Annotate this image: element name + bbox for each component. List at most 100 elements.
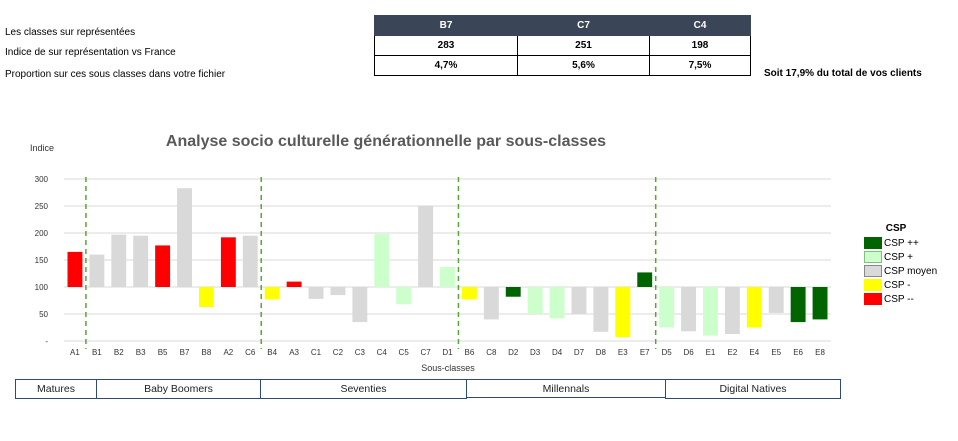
bar-D3 — [527, 287, 543, 314]
bar-B3 — [133, 235, 149, 287]
x-tick-label: B5 — [158, 348, 168, 357]
x-tick-label: C1 — [311, 348, 322, 357]
bar-B4 — [264, 287, 280, 300]
bar-D8 — [593, 287, 609, 332]
bar-E5 — [768, 287, 784, 313]
chart-title: Analyse socio culturelle générationnelle… — [166, 133, 606, 150]
bar-D6 — [681, 287, 697, 332]
generation-matures: Matures — [15, 379, 97, 399]
x-tick-label: B1 — [92, 348, 102, 357]
legend-item: CSP -- — [864, 292, 937, 306]
row-label-classes: Les classes sur représentées — [5, 27, 136, 38]
x-tick-label: A3 — [289, 348, 299, 357]
indice-cell: 283 — [374, 35, 518, 56]
bar-E6 — [790, 287, 806, 323]
x-tick-label: B7 — [180, 348, 190, 357]
indice-cell: 251 — [517, 35, 650, 56]
x-tick-label: D5 — [662, 348, 673, 357]
x-tick-label: E1 — [706, 348, 716, 357]
bar-C2 — [330, 287, 346, 296]
generation-baby-boomers: Baby Boomers — [96, 379, 261, 399]
legend-item: CSP - — [864, 278, 937, 292]
x-tick-label: B8 — [202, 348, 212, 357]
generation-seventies: Seventies — [260, 379, 467, 399]
x-tick-label: B4 — [267, 348, 277, 357]
bar-C1 — [308, 287, 324, 299]
x-tick-label: D6 — [683, 348, 694, 357]
y-tick-label: 200 — [35, 229, 49, 238]
proportion-cell: 5,6% — [517, 55, 650, 76]
y-axis-label: Indice — [30, 143, 54, 153]
y-tick-labels: - 50 100 150 200 250 300 — [35, 175, 49, 346]
legend-swatch — [864, 251, 882, 263]
legend-label: CSP moyen — [884, 265, 938, 277]
legend-label: CSP -- — [884, 293, 914, 305]
x-tick-label: C4 — [377, 348, 388, 357]
bar-A1 — [67, 251, 83, 287]
chart-legend: CSP CSP ++ CSP + CSP moyen CSP - CSP -- — [864, 223, 937, 306]
column-header: C4 — [649, 15, 751, 36]
legend-item: CSP moyen — [864, 264, 937, 278]
bar-D4 — [549, 287, 565, 319]
generation-millennals: Millennals — [466, 379, 666, 398]
bar-A2 — [220, 237, 236, 287]
legend-title: CSP — [885, 223, 907, 234]
bar-C6 — [242, 235, 258, 287]
bar-D5 — [659, 287, 675, 328]
bar-B5 — [155, 245, 171, 287]
bar-D1 — [440, 267, 455, 287]
y-tick-label: 100 — [35, 283, 49, 292]
x-tick-label: D7 — [574, 348, 585, 357]
bar-E2 — [724, 287, 740, 334]
legend-swatch — [864, 293, 882, 305]
bar-E1 — [703, 287, 718, 336]
generation-digital-natives: Digital Natives — [665, 379, 841, 399]
bar-D2 — [505, 287, 521, 297]
column-header: C7 — [517, 15, 650, 36]
x-axis-label: Sous-classes — [421, 363, 475, 373]
x-tick-label: E7 — [640, 348, 650, 357]
legend-label: CSP - — [884, 279, 911, 291]
bar-C8 — [483, 287, 499, 320]
column-header: B7 — [374, 15, 518, 36]
x-tick-label: E4 — [749, 348, 759, 357]
bar-C4 — [374, 234, 390, 287]
x-tick-label: C6 — [245, 348, 256, 357]
x-tick-label: E3 — [618, 348, 628, 357]
y-tick-label: 50 — [39, 310, 48, 319]
y-tick-label: 250 — [35, 202, 49, 211]
proportion-cell: 4,7% — [374, 55, 518, 76]
row-label-proportion: Proportion sur ces sous classes dans vot… — [5, 69, 226, 80]
x-tick-label: C3 — [355, 348, 366, 357]
y-tick-label: 300 — [35, 175, 49, 184]
x-tick-label: D2 — [508, 348, 519, 357]
bar-B1 — [89, 254, 105, 287]
x-tick-label: B2 — [114, 348, 124, 357]
y-tick-label: 150 — [35, 256, 49, 265]
x-tick-label: E5 — [771, 348, 781, 357]
bar-C7 — [418, 205, 434, 287]
legend-swatch — [864, 265, 882, 277]
x-tick-label: C5 — [399, 348, 410, 357]
x-tick-label: C8 — [486, 348, 497, 357]
bar-E7 — [637, 272, 653, 287]
summary-table: B7 C7 C4 283 251 198 4,7% 5,6% 7,5% — [374, 15, 751, 76]
x-tick-label: B6 — [465, 348, 475, 357]
legend-swatch — [864, 279, 882, 291]
bar-E4 — [746, 287, 762, 328]
x-tick-label: B3 — [136, 348, 146, 357]
bar-B2 — [111, 234, 127, 287]
bar-A3 — [286, 281, 302, 287]
legend-item: CSP ++ — [864, 236, 937, 250]
x-tick-label: E8 — [815, 348, 825, 357]
y-tick-label: - — [45, 337, 48, 346]
bar-B7 — [177, 188, 192, 287]
indice-cell: 198 — [649, 35, 751, 56]
x-tick-label: D3 — [530, 348, 541, 357]
bar-C3 — [352, 287, 368, 323]
x-tick-label: C2 — [333, 348, 344, 357]
legend-swatch — [864, 237, 882, 249]
legend-item: CSP + — [864, 250, 937, 264]
x-tick-label: C7 — [420, 348, 431, 357]
